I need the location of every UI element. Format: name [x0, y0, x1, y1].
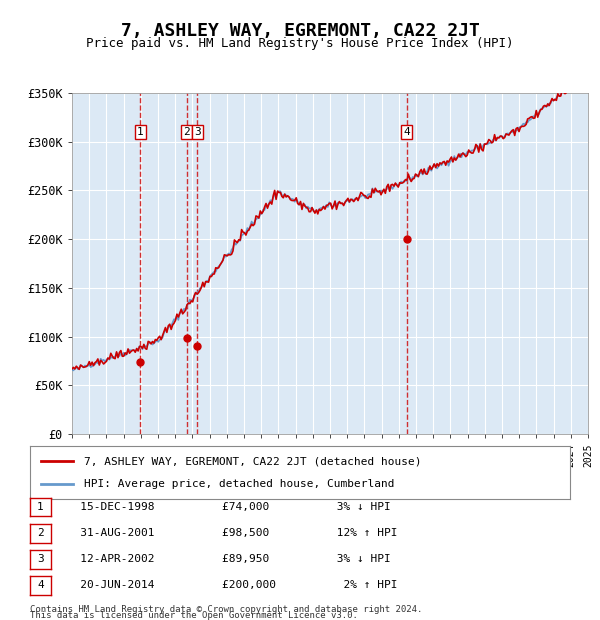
Text: 3: 3 — [194, 127, 200, 137]
Text: 1: 1 — [137, 127, 143, 137]
Text: 1: 1 — [37, 502, 44, 512]
Text: 20-JUN-2014          £200,000          2% ↑ HPI: 20-JUN-2014 £200,000 2% ↑ HPI — [60, 580, 398, 590]
Text: 7, ASHLEY WAY, EGREMONT, CA22 2JT (detached house): 7, ASHLEY WAY, EGREMONT, CA22 2JT (detac… — [84, 456, 421, 466]
Text: 7, ASHLEY WAY, EGREMONT, CA22 2JT: 7, ASHLEY WAY, EGREMONT, CA22 2JT — [121, 22, 479, 40]
Text: 2: 2 — [183, 127, 190, 137]
Text: Price paid vs. HM Land Registry's House Price Index (HPI): Price paid vs. HM Land Registry's House … — [86, 37, 514, 50]
Text: 15-DEC-1998          £74,000          3% ↓ HPI: 15-DEC-1998 £74,000 3% ↓ HPI — [60, 502, 391, 512]
Text: 4: 4 — [37, 580, 44, 590]
Text: 2: 2 — [37, 528, 44, 538]
Text: 31-AUG-2001          £98,500          12% ↑ HPI: 31-AUG-2001 £98,500 12% ↑ HPI — [60, 528, 398, 538]
Text: HPI: Average price, detached house, Cumberland: HPI: Average price, detached house, Cumb… — [84, 479, 395, 489]
Text: This data is licensed under the Open Government Licence v3.0.: This data is licensed under the Open Gov… — [30, 611, 358, 620]
Text: 3: 3 — [37, 554, 44, 564]
Text: 12-APR-2002          £89,950          3% ↓ HPI: 12-APR-2002 £89,950 3% ↓ HPI — [60, 554, 391, 564]
Text: Contains HM Land Registry data © Crown copyright and database right 2024.: Contains HM Land Registry data © Crown c… — [30, 604, 422, 614]
Text: 4: 4 — [403, 127, 410, 137]
